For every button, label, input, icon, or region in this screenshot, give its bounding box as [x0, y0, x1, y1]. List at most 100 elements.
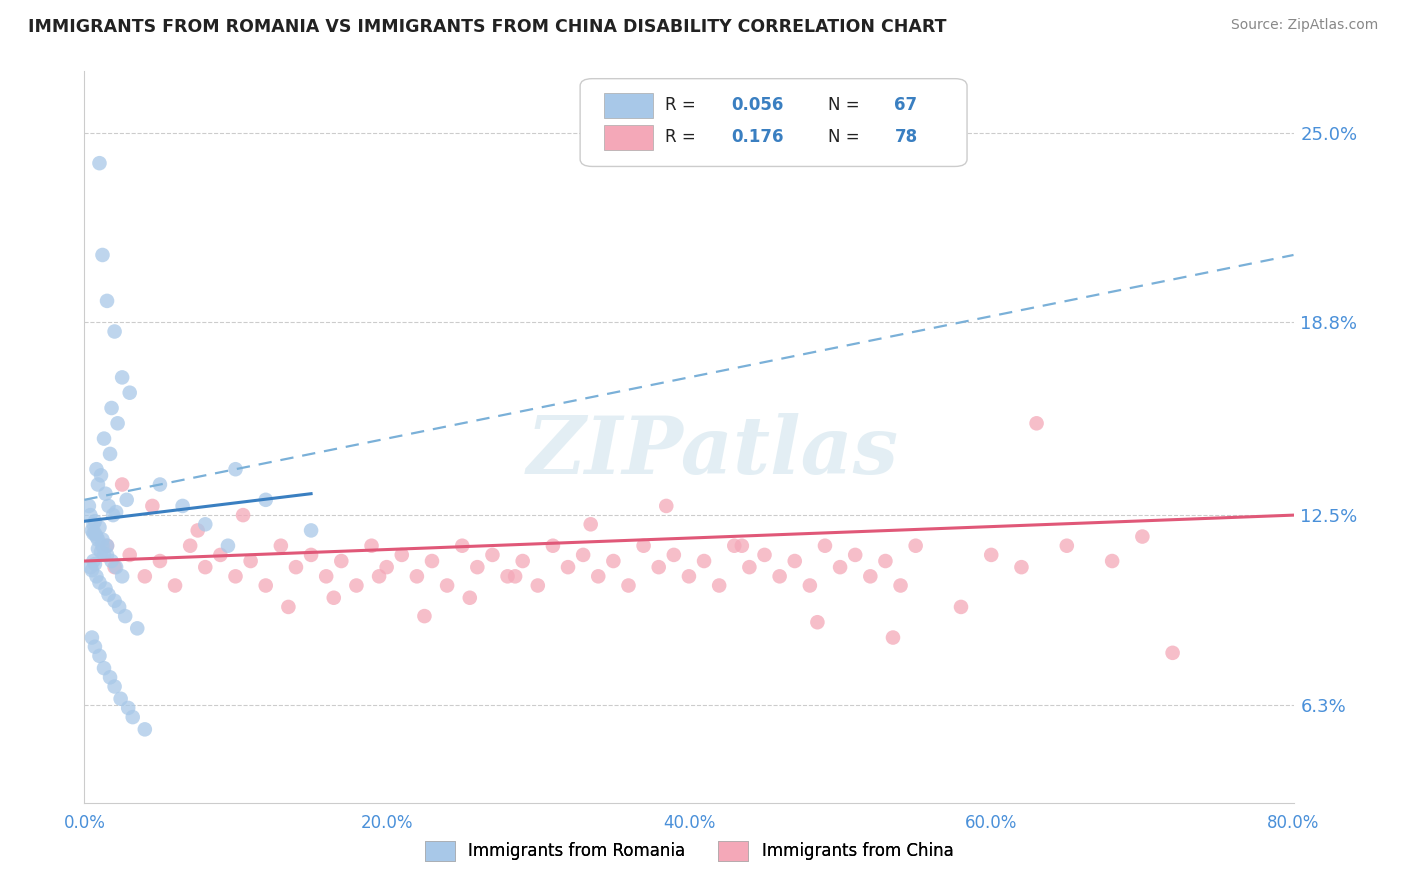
- Point: [458, 591, 481, 605]
- Point: [346, 578, 368, 592]
- Point: [1025, 417, 1047, 431]
- Point: [980, 548, 1002, 562]
- Point: [115, 492, 138, 507]
- Point: [662, 548, 685, 562]
- Point: [830, 560, 852, 574]
- Point: [90, 468, 112, 483]
- Point: [617, 578, 640, 592]
- Point: [84, 526, 107, 541]
- Point: [322, 591, 344, 605]
- Point: [118, 385, 141, 400]
- Point: [98, 447, 121, 461]
- Point: [91, 533, 114, 547]
- Point: [709, 578, 731, 592]
- Point: [299, 548, 322, 562]
- Point: [254, 492, 277, 507]
- Point: [882, 631, 904, 645]
- Point: [1011, 560, 1033, 574]
- Point: [165, 578, 187, 592]
- Point: [80, 631, 103, 645]
- Point: [118, 548, 141, 562]
- Point: [93, 548, 115, 562]
- Point: [270, 539, 292, 553]
- Text: N =: N =: [828, 128, 865, 146]
- Point: [655, 499, 678, 513]
- Text: 0.056: 0.056: [731, 96, 783, 114]
- Point: [96, 539, 118, 553]
- Text: Source: ZipAtlas.com: Source: ZipAtlas.com: [1230, 18, 1378, 32]
- Point: [217, 539, 239, 553]
- Point: [950, 599, 973, 614]
- Point: [86, 569, 108, 583]
- Point: [104, 560, 127, 574]
- Point: [134, 569, 156, 583]
- Point: [89, 156, 111, 170]
- Point: [541, 539, 564, 553]
- Point: [648, 560, 671, 574]
- Point: [91, 539, 114, 553]
- Bar: [605, 93, 652, 118]
- Point: [90, 545, 112, 559]
- Point: [89, 520, 111, 534]
- Point: [80, 524, 103, 538]
- Point: [799, 578, 821, 592]
- Text: IMMIGRANTS FROM ROMANIA VS IMMIGRANTS FROM CHINA DISABILITY CORRELATION CHART: IMMIGRANTS FROM ROMANIA VS IMMIGRANTS FR…: [28, 18, 946, 36]
- Point: [1101, 554, 1123, 568]
- Bar: [605, 125, 652, 151]
- Point: [134, 723, 156, 737]
- Point: [97, 588, 120, 602]
- Point: [84, 640, 107, 654]
- Text: 0.176: 0.176: [731, 128, 783, 146]
- Point: [194, 560, 217, 574]
- Point: [375, 560, 398, 574]
- Point: [602, 554, 624, 568]
- Text: R =: R =: [665, 96, 700, 114]
- Point: [87, 541, 110, 556]
- Point: [97, 499, 120, 513]
- Point: [105, 560, 128, 574]
- Point: [111, 569, 134, 583]
- Point: [723, 539, 745, 553]
- Point: [89, 575, 111, 590]
- Point: [451, 539, 474, 553]
- Point: [731, 539, 754, 553]
- Point: [82, 554, 104, 568]
- FancyBboxPatch shape: [581, 78, 967, 167]
- Point: [82, 526, 104, 541]
- Point: [94, 582, 117, 596]
- Point: [527, 578, 550, 592]
- Point: [693, 554, 716, 568]
- Point: [572, 548, 595, 562]
- Point: [87, 477, 110, 491]
- Point: [79, 560, 101, 574]
- Point: [239, 554, 262, 568]
- Point: [91, 248, 114, 262]
- Point: [806, 615, 828, 630]
- Point: [93, 661, 115, 675]
- Point: [111, 370, 134, 384]
- Point: [512, 554, 534, 568]
- Text: R =: R =: [665, 128, 700, 146]
- Text: ZIPatlas: ZIPatlas: [527, 413, 900, 491]
- Point: [209, 548, 232, 562]
- Point: [330, 554, 353, 568]
- Point: [172, 499, 194, 513]
- Point: [481, 548, 503, 562]
- Point: [104, 680, 127, 694]
- Point: [82, 517, 104, 532]
- Point: [360, 539, 382, 553]
- Point: [1161, 646, 1184, 660]
- Point: [127, 621, 149, 635]
- Point: [285, 560, 308, 574]
- Point: [104, 594, 127, 608]
- Point: [114, 609, 136, 624]
- Point: [1056, 539, 1078, 553]
- Point: [108, 599, 131, 614]
- Point: [754, 548, 776, 562]
- Point: [859, 569, 882, 583]
- Point: [79, 508, 101, 522]
- Point: [86, 530, 108, 544]
- Point: [890, 578, 912, 592]
- Point: [84, 557, 107, 571]
- Point: [149, 554, 172, 568]
